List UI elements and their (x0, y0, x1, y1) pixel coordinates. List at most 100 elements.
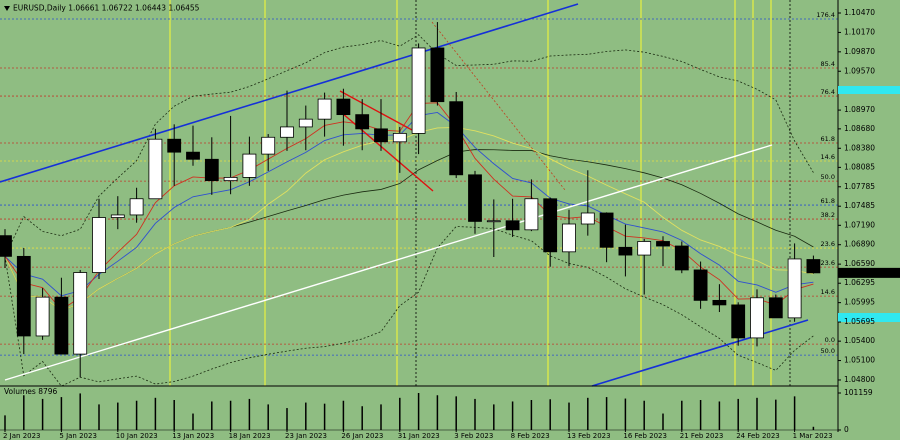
y-tick-label: 1.05695 (844, 317, 875, 326)
y-tick-label: 1.08380 (844, 143, 875, 152)
trend-line (591, 319, 809, 387)
x-tick-label: 31 Jan 2023 (398, 432, 440, 440)
price-tag-label: 1.06455 (844, 268, 875, 277)
y-tick-label: 1.06890 (844, 240, 875, 249)
x-tick-label: 24 Feb 2023 (736, 432, 780, 440)
level-label: 61.8 (821, 135, 835, 143)
candle-body (167, 138, 182, 153)
level-label: 23.6 (821, 240, 835, 248)
candle-body (223, 177, 238, 182)
low: 1.06443 (135, 4, 166, 13)
candle-body (806, 259, 821, 274)
level-marker (838, 313, 900, 322)
candle-body (242, 153, 257, 178)
volume-label: Volumes (4, 387, 36, 396)
candle-body (580, 212, 595, 225)
y-tick-label: 1.09870 (844, 47, 875, 56)
y-tick-label: 1.04800 (844, 375, 875, 384)
level-label: 50.0 (821, 347, 835, 355)
y-tick-label: 1.09570 (844, 66, 875, 75)
candle-body (411, 47, 426, 134)
level-label: 14.6 (821, 288, 835, 296)
candle-body (637, 241, 652, 256)
y-tick-label: 1.08085 (844, 162, 875, 171)
candle-body (618, 246, 633, 256)
level-label: 85.4 (821, 60, 835, 68)
date-axis: 2 Jan 2023 5 Jan 2023 10 Jan 2023 13 Jan 20… (3, 430, 833, 440)
open: 1.06661 (68, 4, 99, 13)
y-tick-label: 1.05995 (844, 298, 875, 307)
level-label: 14.6 (821, 153, 835, 161)
x-tick-label: 13 Feb 2023 (567, 432, 611, 440)
candle-body (712, 299, 727, 306)
candle-body (280, 126, 294, 138)
candle-body (674, 245, 689, 271)
candle-body (768, 297, 783, 319)
x-tick-label: 26 Jan 2023 (341, 432, 383, 440)
channel-line (339, 90, 413, 131)
x-tick-label: 3 Feb 2023 (454, 432, 493, 440)
y-tick-label: 1.07485 (844, 201, 875, 210)
trend-line (0, 3, 579, 183)
y-tick-label: 1.08680 (844, 124, 875, 133)
indicator-line (4, 112, 814, 297)
indicator-line (4, 127, 814, 312)
y-tick-label: 1.08970 (844, 105, 875, 114)
indicators (4, 34, 814, 387)
candle-body (204, 158, 219, 182)
candle-body (317, 98, 332, 120)
candle-body (524, 198, 539, 231)
volumes (4, 393, 815, 430)
candle-body (16, 255, 31, 337)
x-tick-label: 5 Jan 2023 (59, 432, 97, 440)
candle-body (693, 269, 708, 301)
volume-tick-label: 101159 (844, 388, 873, 397)
candle-body (543, 198, 558, 253)
y-tick-label: 1.10470 (844, 8, 875, 17)
candle-body (562, 223, 576, 253)
level-label: 0.0 (825, 336, 835, 344)
indicator-line (4, 226, 814, 387)
y-tick-label: 1.06590 (844, 259, 875, 268)
candle-body (486, 220, 501, 223)
level-marker (838, 86, 900, 94)
candle-body (110, 214, 125, 218)
trend-line (4, 144, 773, 381)
candle-body (129, 198, 144, 216)
x-tick-label: 1 Mar 2023 (793, 432, 833, 440)
y-tick-label: 1.06295 (844, 278, 875, 287)
header-text: EURUSD,Daily 1.06661 1.06722 1.06443 1.0… (13, 4, 200, 13)
candle-body (35, 296, 50, 337)
level-label: 38.2 (821, 211, 835, 219)
candle-body (468, 174, 482, 222)
volume-tick-label: 0 (844, 425, 849, 434)
symbol: EURUSD,Daily (13, 4, 66, 13)
candle-body (505, 220, 520, 231)
level-label: 61.8 (821, 197, 835, 205)
price-axis: 1.10470 1.10170 1.09870 1.09570 1.08970 1.086… (838, 8, 900, 434)
candle-body (599, 212, 614, 248)
candle-body (449, 101, 464, 176)
y-tick-label: 1.07785 (844, 182, 875, 191)
candle-body (336, 98, 351, 116)
candle-body (73, 272, 88, 355)
x-tick-label: 16 Feb 2023 (623, 432, 667, 440)
y-tick-label: 1.05100 (844, 356, 875, 365)
x-tick-label: 8 Feb 2023 (511, 432, 550, 440)
y-tick-label: 1.10170 (844, 27, 875, 36)
level-label: 23.6 (821, 259, 835, 267)
x-tick-label: 23 Jan 2023 (285, 432, 327, 440)
high: 1.06722 (102, 4, 133, 13)
level-label: 176.4 (816, 11, 835, 19)
candle-body (261, 136, 276, 155)
period-lines (169, 0, 772, 386)
x-tick-label: 10 Jan 2023 (116, 432, 158, 440)
candle-body (186, 151, 200, 160)
level-label: 50.0 (821, 173, 835, 181)
indicator-line (4, 34, 814, 257)
candle-body (787, 258, 802, 319)
candle-body (355, 114, 370, 130)
candle-body (430, 47, 445, 103)
candle-body (92, 217, 106, 273)
